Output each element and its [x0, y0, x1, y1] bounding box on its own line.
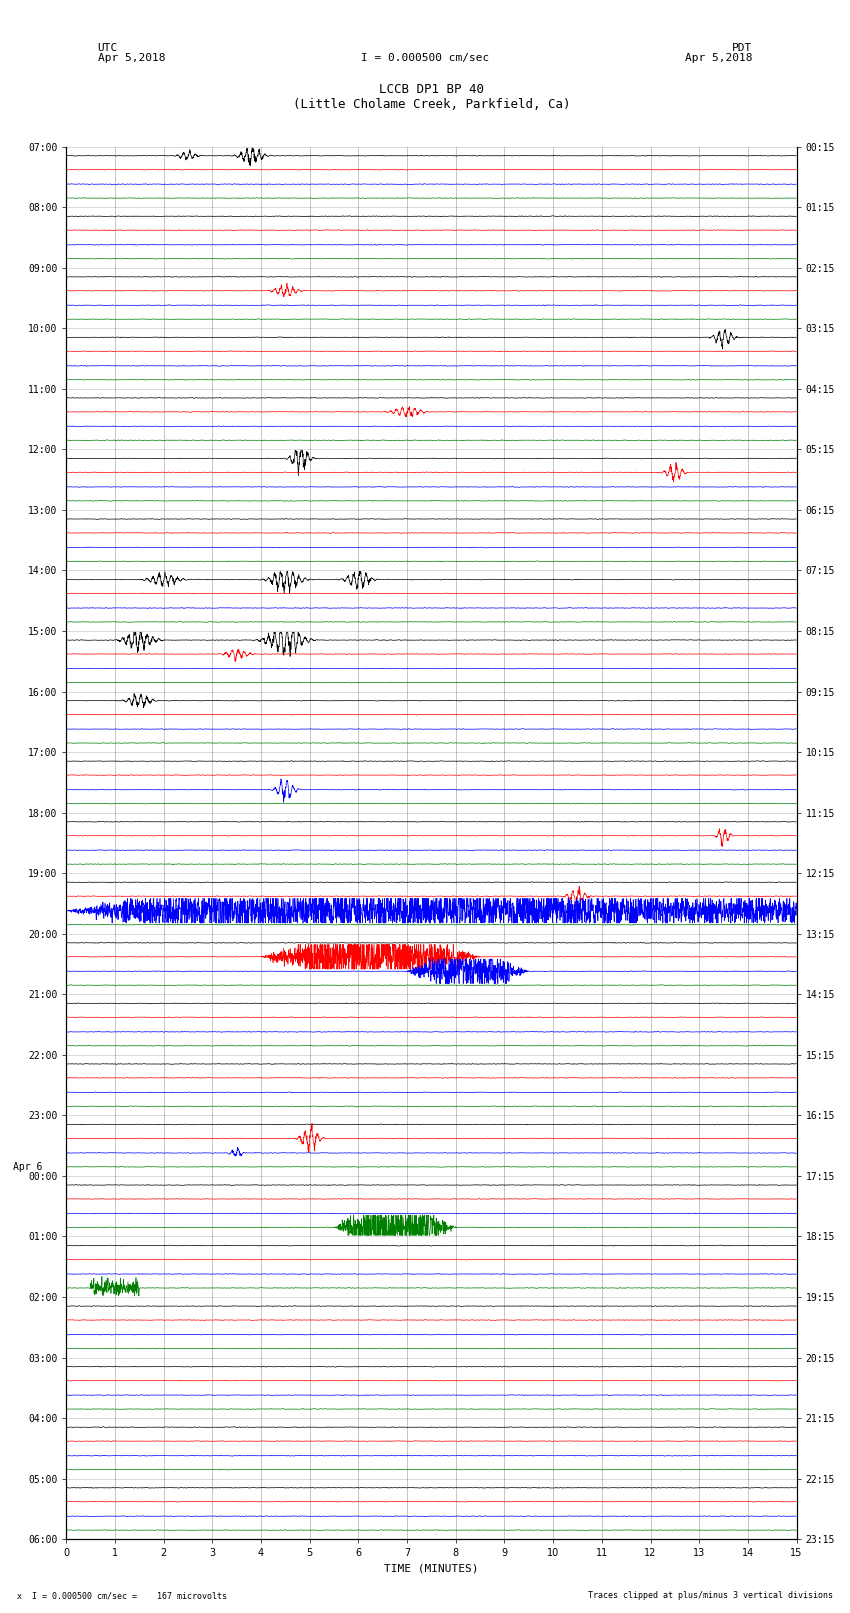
- Text: Apr 6: Apr 6: [13, 1161, 42, 1173]
- Text: x  I = 0.000500 cm/sec =    167 microvolts: x I = 0.000500 cm/sec = 167 microvolts: [17, 1590, 227, 1600]
- X-axis label: TIME (MINUTES): TIME (MINUTES): [384, 1565, 479, 1574]
- Text: Apr 5,2018: Apr 5,2018: [685, 53, 752, 63]
- Title: LCCB DP1 BP 40
(Little Cholame Creek, Parkfield, Ca): LCCB DP1 BP 40 (Little Cholame Creek, Pa…: [292, 82, 570, 111]
- Text: Traces clipped at plus/minus 3 vertical divisions: Traces clipped at plus/minus 3 vertical …: [588, 1590, 833, 1600]
- Text: I = 0.000500 cm/sec: I = 0.000500 cm/sec: [361, 53, 489, 63]
- Text: PDT: PDT: [732, 44, 752, 53]
- Text: Apr 5,2018: Apr 5,2018: [98, 53, 165, 63]
- Text: UTC: UTC: [98, 44, 118, 53]
